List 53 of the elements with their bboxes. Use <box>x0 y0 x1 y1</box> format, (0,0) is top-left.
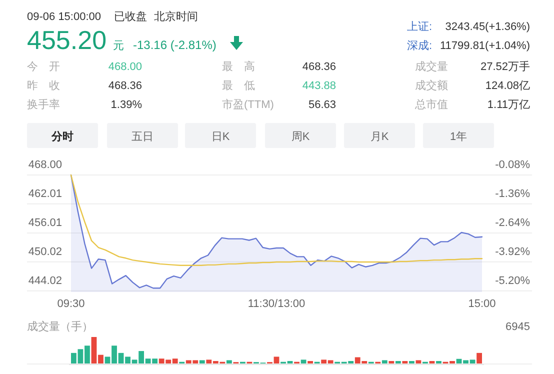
x-tick-label: 15:00 <box>468 298 496 310</box>
y2-tick-label: -0.08% <box>495 159 530 172</box>
text: 深成: <box>406 39 432 52</box>
y2-tick-label: -2.64% <box>495 217 530 230</box>
text: 五日 <box>132 131 154 143</box>
text: 分时 <box>50 130 74 143</box>
bar <box>199 360 205 364</box>
text: 6945 <box>506 321 530 333</box>
text: 上证: <box>406 20 432 33</box>
text: 468.36 <box>108 80 142 92</box>
text: 成交额 <box>415 79 448 92</box>
y-tick-label: 444.02 <box>28 274 62 287</box>
text: 27.52万手 <box>480 60 530 73</box>
y-axis-title: 成交量（手） <box>27 320 93 333</box>
text: 3243.45(+1.36%) <box>445 21 530 33</box>
y-tick-label: 468.00 <box>28 158 62 171</box>
y2-tick-label: -5.20% <box>495 275 530 288</box>
text: 最 高 <box>222 60 255 73</box>
text: 总市值 <box>414 98 448 111</box>
text: 市盈(TTM) <box>222 98 274 111</box>
y-tick-label: 462.01 <box>28 188 62 200</box>
text: 1.11万亿 <box>487 99 530 111</box>
y2-tick-label: -1.36% <box>495 188 530 200</box>
x-tick-label: 09:30 <box>57 298 85 310</box>
text: -13.16 (-2.81%) <box>133 38 216 52</box>
bar <box>226 360 232 364</box>
text: 443.88 <box>302 80 336 92</box>
text: 455.20 <box>27 25 107 55</box>
bar <box>476 352 482 364</box>
text: 1年 <box>450 131 468 143</box>
text: 换手率 <box>27 98 60 111</box>
text: 昨 收 <box>27 80 60 92</box>
text: 月K <box>370 131 390 143</box>
text: 成交量 <box>415 60 448 73</box>
text: 元 <box>113 40 124 52</box>
x-tick-label: 11:30/13:00 <box>248 298 306 310</box>
text: 468.00 <box>108 61 142 73</box>
text: 北京时间 <box>154 10 198 23</box>
y-tick-label: 450.02 <box>28 246 62 258</box>
text: 已收盘 <box>114 11 147 23</box>
text: 1.39% <box>110 99 142 111</box>
text: 124.08亿 <box>485 80 530 92</box>
text: 468.36 <box>302 61 336 73</box>
text: 56.63 <box>308 99 336 111</box>
text: 周K <box>291 131 310 143</box>
text: 最 低 <box>222 80 255 92</box>
text: 今 开 <box>27 61 60 73</box>
y-tick-label: 456.01 <box>28 216 62 229</box>
bar <box>382 360 388 364</box>
y2-tick-label: -3.92% <box>495 246 530 258</box>
text: 11799.81(+1.04%) <box>440 40 530 52</box>
text: 09-06 15:00:00 <box>27 11 102 23</box>
text: 日K <box>211 131 230 143</box>
